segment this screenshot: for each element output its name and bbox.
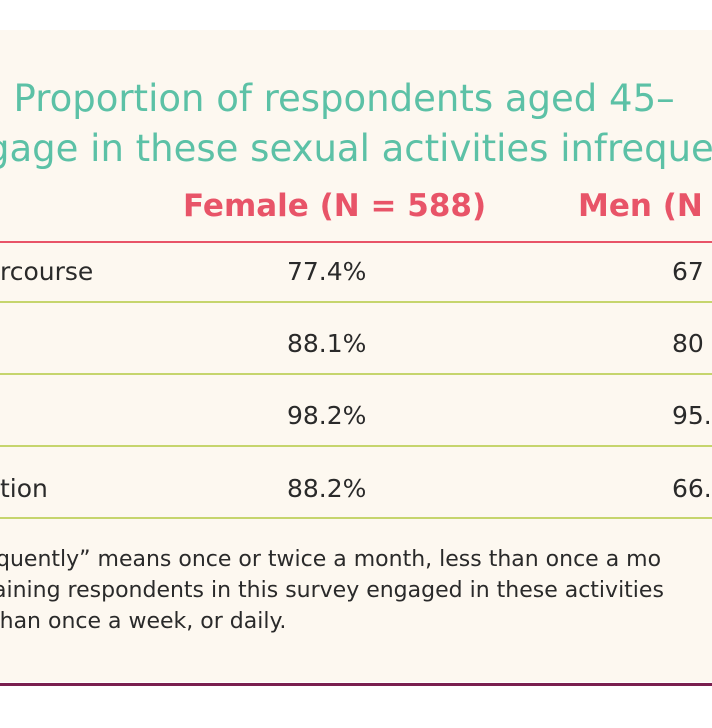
table-title: . Proportion of respondents aged 45– gag… (0, 74, 712, 174)
table-footnote: quently” means once or twice a month, le… (0, 544, 712, 637)
title-line-2: gage in these sexual activities infreque (0, 127, 712, 170)
row-4-label: tion (0, 474, 48, 503)
row-2-female-value: 88.1% (287, 329, 367, 358)
row-divider (0, 445, 712, 447)
title-text-1: Proportion of respondents aged 45– (1, 77, 675, 120)
footnote-line-3: than once a week, or daily. (0, 609, 287, 634)
row-3-men-value: 95.7 (672, 401, 712, 430)
title-number: . (0, 77, 2, 120)
table-panel (0, 30, 712, 682)
column-header-men: Men (N (578, 188, 703, 224)
footnote-line-1: quently” means once or twice a month, le… (0, 547, 662, 572)
row-3-female-value: 98.2% (287, 401, 367, 430)
row-1-men-value: 67 (672, 257, 704, 286)
row-1-label: rcourse (0, 257, 94, 286)
row-divider (0, 301, 712, 303)
title-line-1: . Proportion of respondents aged 45– (0, 74, 712, 124)
row-1-female-value: 77.4% (287, 257, 367, 286)
header-divider (0, 241, 712, 243)
footnote-line-2: aining respondents in this survey engage… (0, 578, 664, 603)
row-divider (0, 373, 712, 375)
row-2-men-value: 80 (672, 329, 704, 358)
row-divider (0, 517, 712, 519)
column-header-female: Female (N = 588) (183, 188, 487, 224)
row-4-female-value: 88.2% (287, 474, 367, 503)
bottom-rule (0, 683, 712, 686)
row-4-men-value: 66.3 (672, 474, 712, 503)
